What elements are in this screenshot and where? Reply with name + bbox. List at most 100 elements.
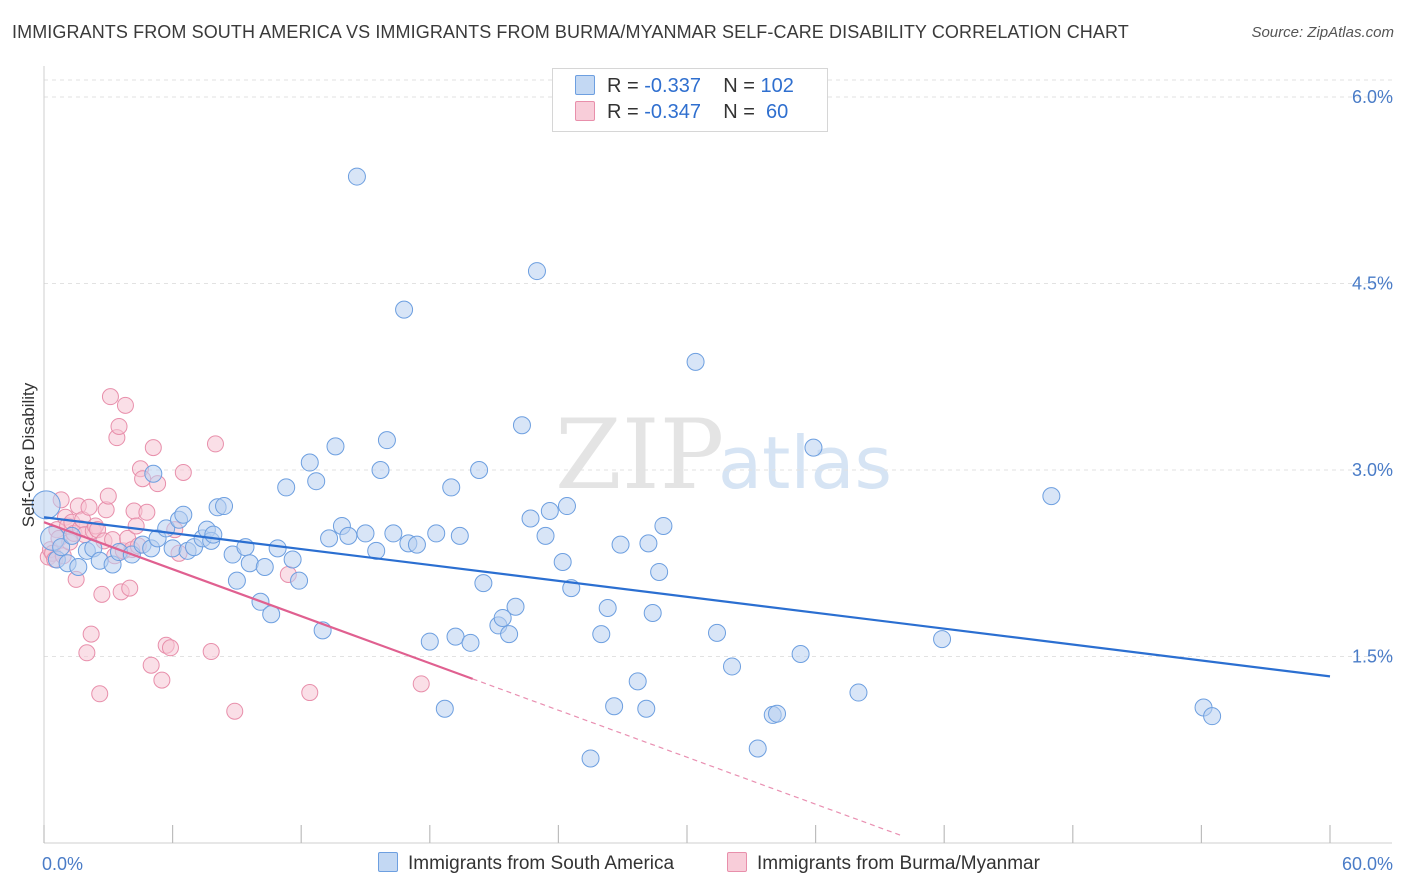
data-point-burma <box>301 684 319 702</box>
data-point-south-america <box>356 524 375 543</box>
data-point-south-america <box>470 461 489 479</box>
legend-n-value: 102 <box>760 75 794 97</box>
data-point-burma <box>80 498 98 516</box>
watermark: ZIP atlas <box>555 399 892 511</box>
bottom-legend-label: Immigrants from South America <box>408 853 675 874</box>
data-point-south-america <box>442 478 461 497</box>
y-axis-label: Self-Care Disability <box>19 382 38 527</box>
stats-legend: R = -0.337 N = 102 R = -0.347 N = 60 <box>552 68 828 132</box>
data-point-south-america <box>283 550 302 569</box>
data-point-south-america <box>384 524 403 543</box>
data-point-south-america <box>581 749 600 768</box>
data-point-south-america <box>628 672 647 691</box>
data-point-south-america <box>240 554 259 573</box>
data-point-burma <box>82 625 100 643</box>
axes <box>43 66 1392 844</box>
data-point-south-america <box>307 472 326 491</box>
data-point-south-america <box>144 464 163 483</box>
trend-line-burma <box>43 521 474 680</box>
data-point-south-america <box>791 645 810 664</box>
data-point-burma <box>144 439 162 457</box>
data-point-south-america <box>215 497 234 516</box>
data-point-south-america <box>427 524 446 543</box>
trend-line-burma-extension <box>472 678 902 837</box>
y-tick-label: 6.0% <box>1352 87 1393 107</box>
data-point-burma <box>110 417 128 435</box>
data-point-burma <box>161 639 179 657</box>
data-point-south-america <box>300 453 319 472</box>
legend-swatch-blue <box>575 75 595 95</box>
data-point-south-america <box>163 539 182 558</box>
data-point-south-america <box>407 535 426 554</box>
data-point-south-america <box>512 416 531 435</box>
data-point-south-america <box>592 625 611 644</box>
data-point-south-america <box>326 437 345 456</box>
data-point-south-america <box>290 571 309 590</box>
y-tick-label: 1.5% <box>1352 647 1393 667</box>
data-point-burma <box>142 656 160 674</box>
data-point-south-america <box>639 534 658 553</box>
data-point-burma <box>116 396 134 414</box>
legend-n-value: 60 <box>760 101 789 123</box>
watermark-atlas: atlas <box>718 421 892 505</box>
y-tick-label: 4.5% <box>1352 274 1393 294</box>
data-point-south-america <box>643 603 662 622</box>
data-point-burma <box>99 487 117 505</box>
data-point-burma <box>174 463 192 481</box>
tick-labels: 1.5% 3.0% 4.5% 6.0% 0.0% 60.0% <box>42 87 1393 874</box>
data-point-south-america <box>521 509 540 528</box>
legend-r-value: -0.337 <box>644 75 701 97</box>
data-point-south-america <box>435 699 454 718</box>
data-point-south-america <box>69 557 88 576</box>
legend-n-label: N = <box>723 101 755 123</box>
bottom-legend-label: Immigrants from Burma/Myanmar <box>757 853 1040 874</box>
data-point-south-america <box>446 627 465 646</box>
x-tick-label-max: 60.0% <box>1342 854 1393 874</box>
data-point-burma <box>412 675 430 693</box>
data-point-south-america <box>204 525 223 544</box>
data-point-south-america <box>598 599 617 618</box>
data-point-burma <box>138 503 156 521</box>
legend-r-label: R = <box>607 101 639 123</box>
data-point-south-america <box>686 352 705 371</box>
legend-r-value: -0.347 <box>644 101 701 123</box>
bottom-legend-burma: Immigrants from Burma/Myanmar <box>727 852 1040 875</box>
data-point-south-america <box>557 497 576 516</box>
data-point-south-america <box>605 697 624 716</box>
data-point-south-america <box>227 571 246 590</box>
data-point-south-america <box>553 553 572 572</box>
data-point-south-america <box>500 625 519 644</box>
data-point-south-america <box>450 526 469 545</box>
data-point-south-america <box>611 535 630 554</box>
data-point-south-america <box>849 683 868 702</box>
data-point-south-america <box>420 632 439 651</box>
data-point-south-america <box>347 167 366 186</box>
data-point-burma <box>226 702 244 720</box>
legend-row-south-america: R = -0.337 N = 102 <box>575 75 794 99</box>
data-point-south-america <box>748 739 767 758</box>
data-point-south-america <box>474 574 493 593</box>
data-point-south-america <box>540 502 559 521</box>
bottom-legend-south-america: Immigrants from South America <box>378 852 674 875</box>
data-point-south-america <box>708 623 727 642</box>
data-point-burma <box>127 517 145 535</box>
source-credit: Source: ZipAtlas.com <box>1251 24 1394 41</box>
chart-title: IMMIGRANTS FROM SOUTH AMERICA VS IMMIGRA… <box>12 22 1129 42</box>
data-point-south-america <box>461 633 480 652</box>
data-point-south-america <box>52 538 71 557</box>
data-point-south-america <box>933 630 952 649</box>
data-point-south-america <box>255 557 274 576</box>
data-point-south-america <box>637 699 656 718</box>
data-point-south-america <box>723 657 742 676</box>
watermark-zip: ZIP <box>555 399 724 511</box>
data-point-south-america <box>768 704 787 723</box>
data-point-burma <box>93 585 111 603</box>
legend-swatch-pink <box>575 101 595 121</box>
x-tick-label-min: 0.0% <box>42 854 83 874</box>
data-point-burma <box>202 643 220 661</box>
trend-lines <box>43 516 1331 837</box>
bottom-legend-swatch-blue <box>378 852 398 872</box>
data-point-burma <box>91 685 109 703</box>
data-point-south-america <box>339 526 358 545</box>
